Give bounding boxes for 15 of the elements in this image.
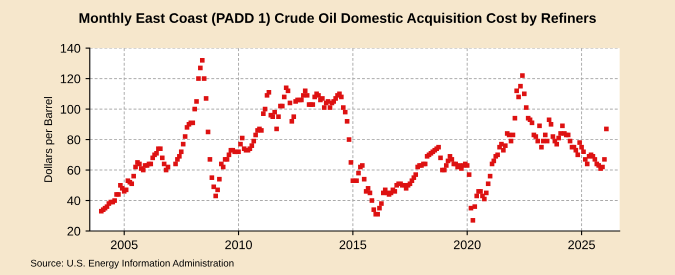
y-tick-label: 100 (60, 104, 80, 114)
y-axis-title: Dollars per Barrel (44, 97, 54, 182)
chart-title: Monthly East Coast (PADD 1) Crude Oil Domestic Acquisition Cost by Refiners (80, 12, 596, 26)
y-tick-label: 60 (67, 166, 80, 175)
x-tick-label: 2025 (568, 240, 595, 250)
x-tick-label: 2010 (225, 240, 252, 250)
y-tick-label: 80 (67, 135, 80, 144)
y-tick-label: 120 (60, 74, 80, 84)
source-note: Source: U.S. Energy Information Administration (30, 259, 234, 269)
x-tick-label: 2015 (340, 240, 366, 250)
y-tick-label: 140 (60, 44, 80, 53)
y-tick-label: 20 (67, 226, 80, 236)
y-tick-label: 40 (67, 196, 80, 206)
x-tick-label: 2005 (110, 240, 138, 250)
x-tick-label: 2020 (454, 240, 481, 250)
